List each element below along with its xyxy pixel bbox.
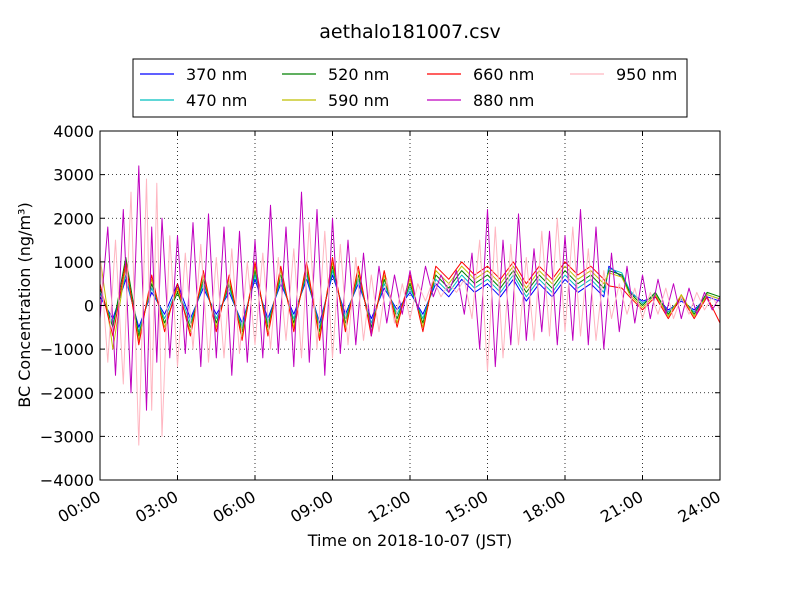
y-tick-label: −4000 [40,471,94,490]
y-tick-label: 1000 [53,253,94,272]
y-tick-label: 4000 [53,122,94,141]
legend: 370 nm 470 nm 520 nm 590 nm 660 nm 880 nm 950 … [132,58,688,118]
y-tick-label: −2000 [40,384,94,403]
legend-label-470-nm: 470 nm [186,91,247,110]
legend-frame [132,58,688,118]
series-line-950-nm [100,178,720,446]
y-tick-label: −1000 [40,340,94,359]
y-tick-label: −3000 [40,427,94,446]
y-tick-label: 2000 [53,209,94,228]
legend-label-950-nm: 950 nm [616,65,677,84]
x-axis-label: Time on 2018-10-07 (JST) [307,531,512,550]
y-tick-label: 0 [84,297,94,316]
series-lines [100,165,720,446]
legend-label-660-nm: 660 nm [473,65,534,84]
y-tick-label: 3000 [53,166,94,185]
legend-label-590-nm: 590 nm [328,91,389,110]
legend-label-370-nm: 370 nm [186,65,247,84]
legend-label-520-nm: 520 nm [328,65,389,84]
legend-label-880-nm: 880 nm [473,91,534,110]
chart-title: aethalo181007.csv [319,21,501,43]
y-axis-label: BC Concentration (ng/m³) [15,202,34,407]
